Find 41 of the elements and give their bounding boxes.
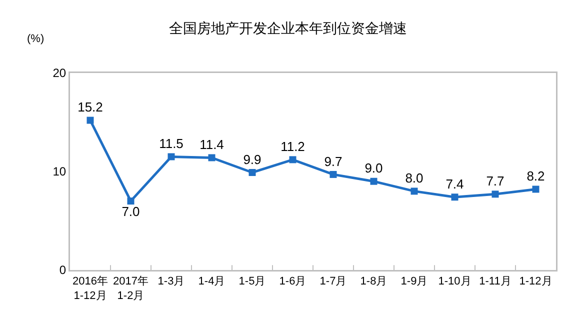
x-tick-label: 1-11月 [479,276,512,288]
data-label: 9.7 [324,154,342,169]
y-axis-title: (%) [27,33,44,45]
x-tick-label: 1-4月 [198,276,226,288]
point [289,156,296,164]
point [492,190,499,198]
point [370,178,378,185]
data-label: 7.0 [122,204,140,220]
point [330,170,337,178]
point [248,168,256,176]
point [208,154,216,162]
y-tick-label: 0 [59,263,66,278]
data-label: 9.9 [243,152,262,167]
point [451,194,458,201]
x-tick-label: 1-3月 [158,276,185,288]
data-label: 11.2 [280,139,305,154]
data-label: 9.0 [364,160,383,176]
data-label: 7.7 [486,174,504,189]
x-tick-label: 1-8月 [360,276,388,288]
x-tick-label: 1-6月 [279,276,306,288]
x-tick-label: 2017年 1-2月 [113,276,148,302]
point [532,186,540,193]
data-label: 8.0 [405,170,424,186]
x-tick-label: 1-12月 [519,276,552,288]
x-tick-label: 1-5月 [238,276,266,288]
data-label: 8.2 [526,168,545,184]
y-tick-label: 10 [52,164,66,179]
point [86,116,94,124]
data-label: 11.5 [159,136,184,152]
point [410,188,418,195]
point [127,198,134,205]
data-label: 7.4 [446,176,464,192]
x-tick-label: 2016年 1-12月 [72,276,108,302]
x-tick-label: 1-9月 [400,276,428,288]
data-label: 15.2 [78,100,103,115]
x-tick-label: 1-10月 [438,276,472,288]
data-label: 11.4 [200,137,224,152]
y-tick-label: 20 [52,66,66,80]
x-tick-label: 1-7月 [320,276,347,288]
chart-title: 全国房地产开发企业本年到位资金增速 [169,20,407,36]
point [168,153,175,160]
